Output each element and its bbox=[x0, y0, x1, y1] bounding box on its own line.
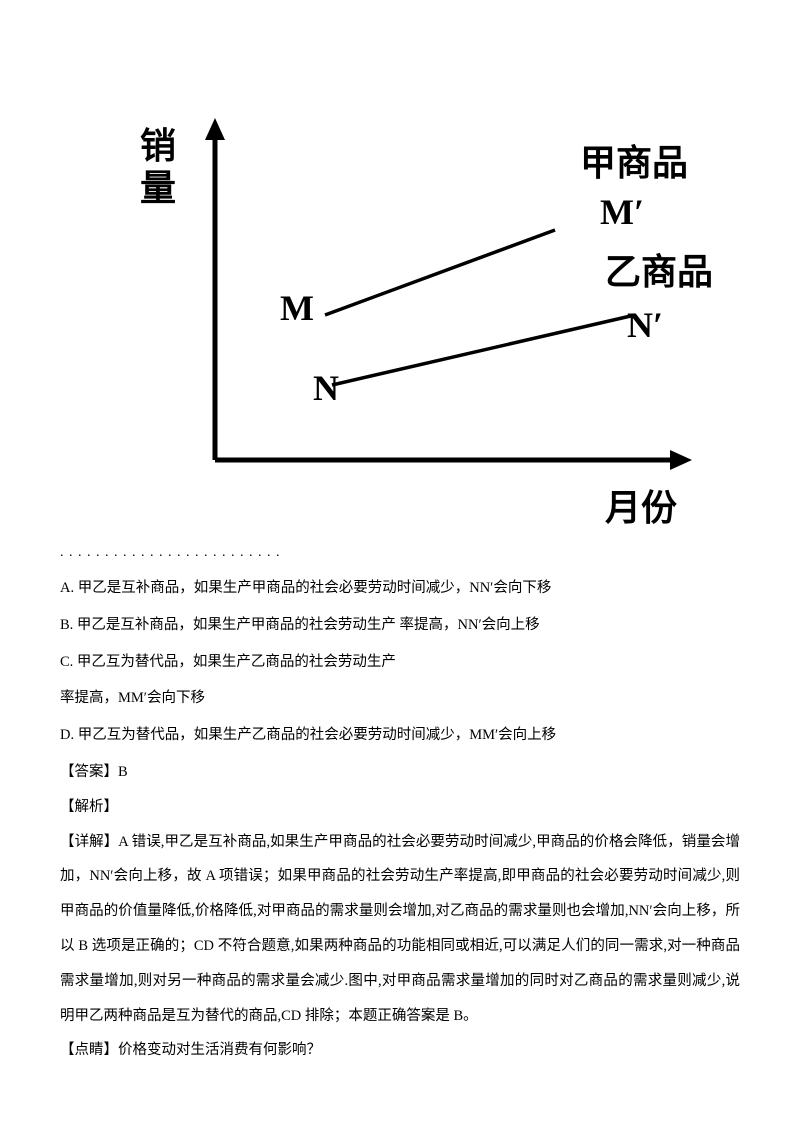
y-axis-arrow bbox=[205, 118, 225, 140]
sales-chart: 销 量 月份 M N 甲商品 M′ 乙商品 N′ bbox=[80, 40, 720, 540]
label-m-product: 甲商品 bbox=[580, 143, 688, 183]
y-axis-label-2: 量 bbox=[140, 168, 176, 208]
label-m-start: M bbox=[280, 288, 314, 328]
option-c-line1: C. 甲乙互为替代品，如果生产乙商品的社会劳动生产 bbox=[60, 645, 740, 680]
line-m bbox=[325, 230, 555, 315]
tip-paragraph: 【点睛】价格变动对生活消费有何影响？ bbox=[60, 1033, 740, 1068]
x-axis-label: 月份 bbox=[605, 488, 677, 528]
detail-paragraph: 【详解】A 错误,甲乙是互补商品,如果生产甲商品的社会必要劳动时间减少,甲商品的… bbox=[60, 825, 740, 1034]
option-d: D. 甲乙互为替代品，如果生产乙商品的社会必要劳动时间减少，MM′会向上移 bbox=[60, 718, 740, 753]
y-axis-label-1: 销 bbox=[140, 126, 176, 166]
option-b: B. 甲乙是互补商品，如果生产甲商品的社会劳动生产 率提高，NN′会向上移 bbox=[60, 608, 740, 643]
separator-dots: . . . . . . . . . . . . . . . . . . . . … bbox=[60, 545, 740, 561]
label-n-product: 乙商品 bbox=[605, 252, 713, 292]
label-n-start: N bbox=[313, 368, 339, 408]
label-m-prime: M′ bbox=[600, 192, 644, 232]
answer: 【答案】B bbox=[60, 755, 740, 790]
option-c-line2: 率提高，MM′会向下移 bbox=[60, 681, 740, 716]
analysis-label: 【解析】 bbox=[60, 790, 740, 825]
label-n-prime: N′ bbox=[627, 305, 663, 345]
line-n bbox=[332, 315, 635, 385]
chart-svg: 销 量 月份 M N 甲商品 M′ 乙商品 N′ bbox=[80, 40, 720, 540]
option-a: A. 甲乙是互补商品，如果生产甲商品的社会必要劳动时间减少，NN′会向下移 bbox=[60, 571, 740, 606]
x-axis-arrow bbox=[670, 450, 692, 470]
